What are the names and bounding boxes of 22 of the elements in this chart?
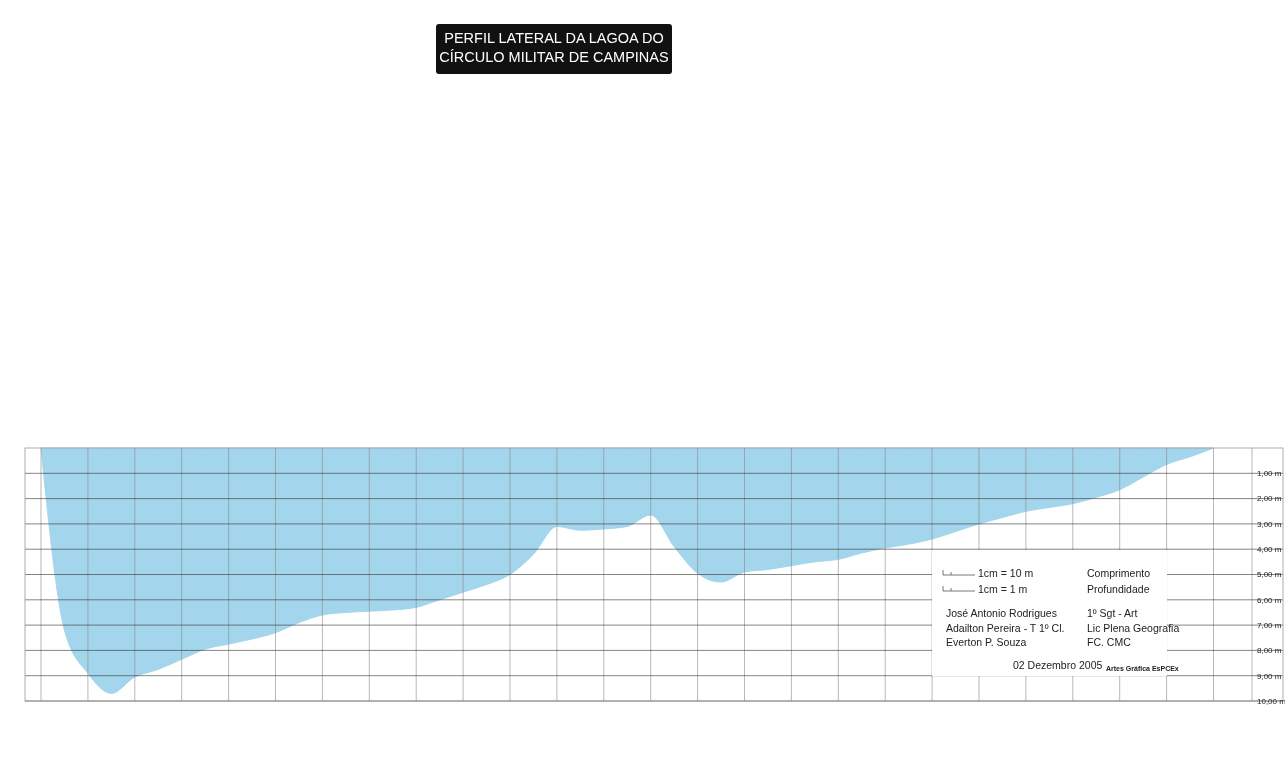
y-tick-label: 2,00 m bbox=[1257, 494, 1282, 504]
y-tick-label: 5,00 m bbox=[1257, 570, 1282, 580]
y-tick-label: 3,00 m bbox=[1257, 519, 1282, 529]
annotation: José Antonio Rodrigues bbox=[946, 606, 1057, 619]
annotation: Lic Plena Geografia bbox=[1087, 621, 1180, 634]
y-tick-label: 10,00 m bbox=[1257, 696, 1285, 706]
y-tick-label: 4,00 m bbox=[1257, 545, 1282, 554]
y-tick-label: 9,00 m bbox=[1257, 671, 1282, 681]
y-tick-label: 1,00 m bbox=[1257, 469, 1282, 479]
annotation: 1cm = 10 m bbox=[978, 566, 1034, 579]
annotation: 1cm = 1 m bbox=[978, 582, 1028, 595]
annotation: Adailton Pereira - T 1º Cl. bbox=[946, 621, 1065, 634]
y-tick-label: 6,00 m bbox=[1257, 595, 1282, 605]
annotation: Everton P. Souza bbox=[946, 635, 1027, 648]
annotation: FC. CMC bbox=[1087, 635, 1132, 648]
annotation: Comprimento bbox=[1087, 566, 1151, 579]
chart-title: PERFIL LATERAL DA LAGOA DO CÍRCULO MILITAR DE CAMPINAS bbox=[439, 30, 669, 65]
y-tick-label: 7,00 m bbox=[1257, 620, 1282, 630]
annotation: Profundidade bbox=[1087, 582, 1150, 595]
annotation: 1º Sgt - Art bbox=[1087, 606, 1138, 619]
annotation: 02 Dezembro 2005 bbox=[1013, 658, 1103, 671]
y-tick-label: 8,00 m bbox=[1257, 646, 1282, 656]
